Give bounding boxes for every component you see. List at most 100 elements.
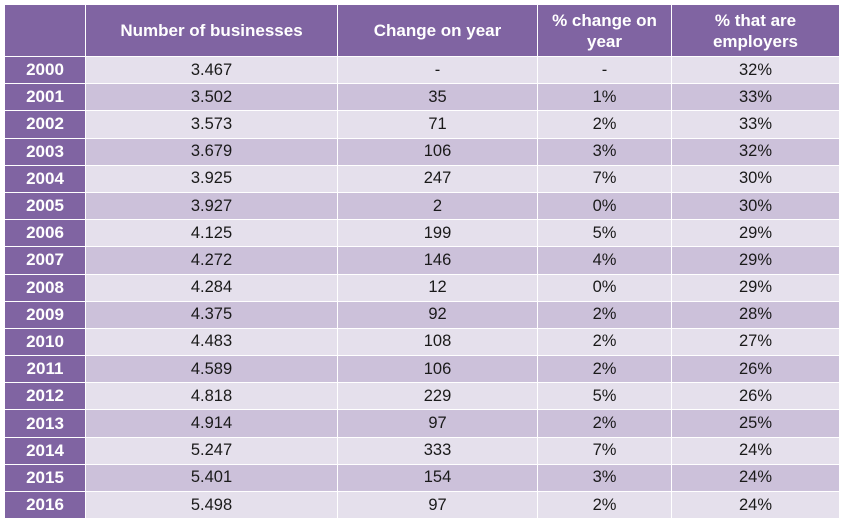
year-cell: 2007 xyxy=(5,247,86,274)
table-row: 2000 3.467- -32% xyxy=(5,57,839,85)
table-row: 2016 5.498 97 2% 24% xyxy=(5,492,839,520)
table-body: 2000 3.467- -32% 2001 3.502 35 1% 33% 2002 3.573 7… xyxy=(5,57,839,520)
change-cell: 247 xyxy=(338,165,538,192)
employers-cell: 24% xyxy=(672,437,839,464)
table-row: 2014 5.247 333 7% 24% xyxy=(5,437,839,465)
header-pct-change-on-year: % change on year xyxy=(538,5,672,56)
table-row: 2001 3.502 35 1% 33% xyxy=(5,84,839,112)
businesses-cell: 5.498 xyxy=(86,492,338,519)
employers-cell: 29% xyxy=(672,274,839,301)
year-cell: 2004 xyxy=(5,165,86,192)
pct-change-cell: 5% xyxy=(538,220,672,247)
pct-change-cell: 0% xyxy=(538,192,672,220)
pct-change-cell: 3% xyxy=(538,464,672,491)
year-cell: 2006 xyxy=(5,220,86,247)
businesses-cell: 4.272 xyxy=(86,247,338,274)
businesses-cell: 4.375 xyxy=(86,301,338,328)
change-cell: 108 xyxy=(338,328,538,356)
employers-cell: 28% xyxy=(672,301,839,328)
pct-change-cell: 1% xyxy=(538,84,672,111)
header-row: Number of businesses Change on year % ch… xyxy=(5,5,839,57)
table-row: 2009 4.375 92 2% 28% xyxy=(5,301,839,329)
employers-cell: 32% xyxy=(672,57,839,84)
change-cell: 199 xyxy=(338,220,538,247)
employers-cell: 33% xyxy=(672,111,839,138)
pct-change-cell: 3% xyxy=(538,138,672,165)
year-cell: 2008 xyxy=(5,274,86,301)
pct-change-cell: 2% xyxy=(538,410,672,437)
table-row: 2007 4.272 146 4% 29% xyxy=(5,247,839,275)
change-cell: 35 xyxy=(338,84,538,111)
pct-change-cell: 4% xyxy=(538,247,672,274)
businesses-cell: 5.247 xyxy=(86,437,338,464)
businesses-cell: 4.914 xyxy=(86,410,338,437)
businesses-cell: 4.125 xyxy=(86,220,338,247)
employers-cell: 29% xyxy=(672,220,839,247)
change-cell: 2 xyxy=(338,192,538,220)
year-cell: 2000 xyxy=(5,57,86,84)
header-number-of-businesses: Number of businesses xyxy=(86,5,338,56)
year-cell: 2009 xyxy=(5,301,86,328)
pct-change-cell: 2% xyxy=(538,328,672,356)
change-cell: 154 xyxy=(338,464,538,491)
table-row: 2008 4.284 12 0% 29% xyxy=(5,274,839,302)
employers-cell: 29% xyxy=(672,247,839,274)
change-cell: 333 xyxy=(338,437,538,464)
employers-cell: 26% xyxy=(672,383,839,410)
change-cell: 92 xyxy=(338,301,538,328)
table-row: 2012 4.818 229 5% 26% xyxy=(5,383,839,411)
year-cell: 2011 xyxy=(5,356,86,383)
year-cell: 2012 xyxy=(5,383,86,410)
pct-change-cell: 7% xyxy=(538,437,672,464)
employers-cell: 24% xyxy=(672,492,839,519)
businesses-cell: 4.284 xyxy=(86,274,338,301)
change-cell: 106 xyxy=(338,138,538,165)
change-cell: 97 xyxy=(338,410,538,437)
employers-cell: 32% xyxy=(672,138,839,165)
table-row: 2010 4.483 108 2% 27% xyxy=(5,328,839,357)
change-cell: 229 xyxy=(338,383,538,410)
header-pct-employers: % that are employers xyxy=(672,5,839,56)
employers-cell: 30% xyxy=(672,165,839,192)
employers-cell: 33% xyxy=(672,84,839,111)
year-cell: 2015 xyxy=(5,464,86,491)
change-cell: 106 xyxy=(338,356,538,383)
businesses-table: Number of businesses Change on year % ch… xyxy=(5,5,839,520)
businesses-cell: 3.502 xyxy=(86,84,338,111)
table-row: 2004 3.925 247 7% 30% xyxy=(5,165,839,193)
year-cell: 2003 xyxy=(5,138,86,165)
pct-change-cell: 2% xyxy=(538,492,672,519)
businesses-cell: 3.927 xyxy=(86,192,338,220)
table-row: 2005 3.927 2 0% 30% xyxy=(5,192,839,221)
employers-cell: 25% xyxy=(672,410,839,437)
businesses-cell: 5.401 xyxy=(86,464,338,491)
businesses-cell: 4.589 xyxy=(86,356,338,383)
table-row: 2015 5.401 154 3% 24% xyxy=(5,464,839,492)
businesses-cell: 3.679 xyxy=(86,138,338,165)
table-row: 2011 4.589 106 2% 26% xyxy=(5,356,839,384)
year-cell: 2013 xyxy=(5,410,86,437)
pct-change-cell: 5% xyxy=(538,383,672,410)
year-cell: 2016 xyxy=(5,492,86,519)
businesses-cell: 3.925 xyxy=(86,165,338,192)
pct-change-cell: 2% xyxy=(538,111,672,138)
change-cell: - xyxy=(338,57,538,84)
businesses-cell: 3.573 xyxy=(86,111,338,138)
year-cell: 2010 xyxy=(5,328,86,356)
pct-change-cell: - xyxy=(538,57,672,84)
pct-change-cell: 7% xyxy=(538,165,672,192)
year-cell: 2001 xyxy=(5,84,86,111)
year-cell: 2005 xyxy=(5,192,86,220)
header-corner xyxy=(5,5,86,56)
header-change-on-year: Change on year xyxy=(338,5,538,56)
employers-cell: 27% xyxy=(672,328,839,356)
businesses-cell: 4.483 xyxy=(86,328,338,356)
table-row: 2003 3.679 106 3% 32% xyxy=(5,138,839,166)
table-row: 2013 4.914 97 2% 25% xyxy=(5,410,839,438)
businesses-cell: 4.818 xyxy=(86,383,338,410)
change-cell: 97 xyxy=(338,492,538,519)
pct-change-cell: 2% xyxy=(538,356,672,383)
year-cell: 2002 xyxy=(5,111,86,138)
table-row: 2006 4.125 199 5% 29% xyxy=(5,220,839,248)
employers-cell: 26% xyxy=(672,356,839,383)
